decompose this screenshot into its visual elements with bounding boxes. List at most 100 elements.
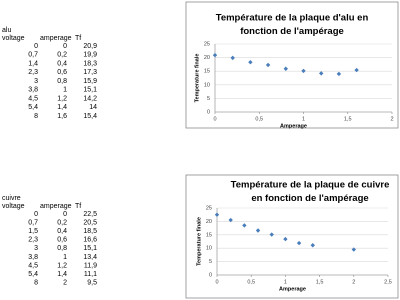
- cell: 0,8: [57, 245, 67, 252]
- cell: 0,4: [57, 60, 67, 67]
- data-point: [214, 212, 220, 217]
- cell: 3: [34, 78, 38, 85]
- y-tick-label: 20: [204, 55, 210, 61]
- chart-frame: [185, 174, 399, 299]
- y-tick-label: 10: [204, 82, 210, 88]
- cell: 0,2: [57, 219, 67, 226]
- y-tick-label: 20: [206, 219, 212, 225]
- cell: 15,4: [83, 113, 97, 120]
- table-label: cuivre: [2, 195, 21, 202]
- cell: 1,6: [57, 113, 67, 120]
- y-axis-label: Temperature finale: [196, 217, 202, 266]
- cell: 9,5: [87, 280, 97, 287]
- cell: 19,9: [83, 52, 97, 59]
- cell: 15,1: [83, 87, 97, 94]
- data-point: [269, 232, 274, 237]
- column-header: voltage: [2, 35, 25, 42]
- cell: 1,2: [57, 262, 67, 269]
- data-point: [230, 55, 235, 61]
- y-tick-label: 25: [206, 205, 212, 211]
- cell: 3,8: [28, 254, 38, 261]
- cell: 2,3: [28, 237, 38, 244]
- cell: 3: [34, 245, 38, 252]
- cell: 5,4: [28, 271, 38, 278]
- cell: 3,8: [28, 87, 38, 94]
- data-point: [283, 236, 288, 242]
- data-point: [336, 71, 342, 77]
- y-tick-label: 25: [204, 41, 210, 47]
- data-point: [310, 243, 315, 248]
- x-tick-label: 0: [215, 279, 218, 285]
- cell: 15,1: [83, 245, 97, 252]
- cell: 0: [34, 43, 38, 50]
- data-point: [265, 62, 271, 68]
- chart-title: Température de la plaque d'alu en: [216, 13, 369, 24]
- cell: 17,3: [83, 69, 97, 76]
- data-point: [319, 71, 324, 76]
- cell: 13,4: [83, 254, 97, 261]
- x-axis-label: Amperage: [280, 123, 307, 129]
- cell: 8: [34, 113, 38, 120]
- table-label: alu: [2, 27, 11, 34]
- cell: 0,6: [57, 69, 67, 76]
- cell: 14,2: [83, 95, 97, 102]
- column-header: voltage: [2, 203, 25, 210]
- cell: 11,1: [84, 271, 97, 278]
- data-point: [228, 217, 233, 223]
- cell: 11,9: [84, 262, 97, 269]
- cell: 18,3: [83, 60, 97, 67]
- cell: 0: [63, 43, 67, 50]
- cell: 0,2: [57, 52, 67, 59]
- x-tick-label: 1,5: [316, 279, 324, 285]
- cell: 20,5: [83, 219, 97, 226]
- y-tick-label: 15: [206, 232, 212, 238]
- cell: 0,6: [57, 237, 67, 244]
- cell: 1,5: [28, 228, 38, 235]
- cell: 16,6: [83, 237, 97, 244]
- x-tick-label: 0,5: [255, 116, 263, 122]
- data-point: [283, 66, 288, 71]
- cell: 0: [63, 211, 67, 218]
- x-tick-label: 2: [390, 116, 393, 122]
- column-header: amperage: [40, 203, 72, 210]
- data-point: [212, 52, 218, 58]
- cell: 0,7: [28, 52, 38, 59]
- cell: 0,8: [57, 78, 67, 85]
- column-header: Tf: [75, 203, 81, 210]
- column-header: Tf: [75, 35, 81, 42]
- cell: 14: [89, 104, 97, 111]
- cell: 4,5: [28, 95, 38, 102]
- cell: 0,7: [28, 219, 38, 226]
- y-tick-label: 0: [207, 109, 210, 115]
- y-tick-label: 10: [206, 246, 212, 252]
- y-axis-label: Temperature finale: [194, 54, 200, 103]
- x-tick-label: 0: [213, 116, 216, 122]
- data-point: [242, 223, 247, 228]
- y-tick-label: 5: [209, 259, 212, 265]
- data-point: [301, 68, 306, 74]
- cell: 22,5: [83, 211, 97, 218]
- x-tick-label: 2: [352, 279, 355, 285]
- x-tick-label: 2,5: [384, 279, 392, 285]
- chart-frame: [185, 1, 399, 129]
- cell: 1,2: [57, 95, 67, 102]
- chart-title: en fonction de l'ampérage: [251, 193, 368, 204]
- cell: 15,9: [83, 78, 97, 85]
- y-tick-label: 5: [207, 96, 210, 102]
- cell: 2,3: [28, 69, 38, 76]
- cell: 2: [63, 280, 67, 287]
- cell: 0: [34, 211, 38, 218]
- x-axis-label: Amperage: [279, 286, 306, 292]
- x-tick-label: 1: [302, 116, 305, 122]
- data-point: [248, 60, 253, 65]
- chart-title: Température de la plaque de cuivre: [231, 180, 390, 191]
- x-tick-label: 1,5: [344, 116, 352, 122]
- cell: 4,5: [28, 262, 38, 269]
- x-tick-label: 0,5: [247, 279, 255, 285]
- data-point: [296, 240, 302, 246]
- cell: 1,4: [28, 60, 38, 67]
- cell: 5,4: [28, 104, 38, 111]
- column-header: amperage: [40, 35, 72, 42]
